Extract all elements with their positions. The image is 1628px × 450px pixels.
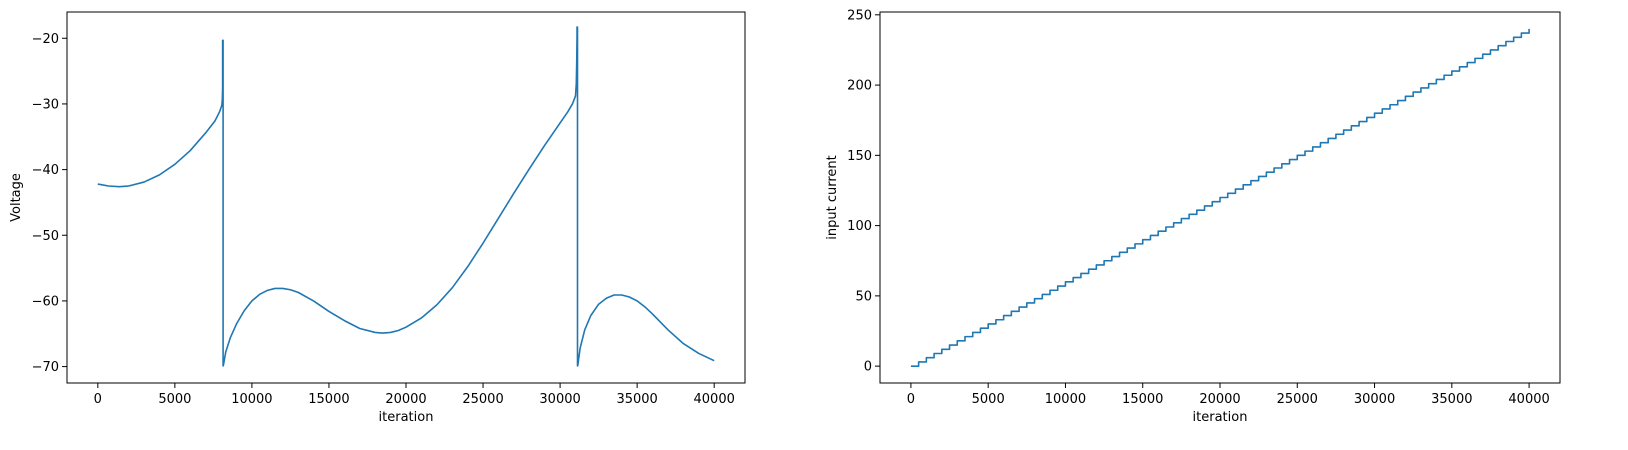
x-axis-label: iteration <box>1193 410 1248 425</box>
y-tick-label: 150 <box>847 149 872 164</box>
series-line <box>97 26 715 367</box>
x-tick-label: 15000 <box>1122 392 1163 407</box>
input-current-chart: 0 5000 10000 15000 20000 25000 30000 35000 40000… <box>825 8 1561 425</box>
x-tick-label: 10000 <box>231 392 272 407</box>
x-tick-label: 10000 <box>1045 392 1086 407</box>
y-tick-label: 0 <box>864 360 872 375</box>
x-tick-label: 40000 <box>1508 392 1549 407</box>
y-tick-label: −20 <box>32 32 59 47</box>
y-tick-label: −70 <box>32 360 59 375</box>
y-tick-label: 250 <box>847 8 872 23</box>
y-tick-label: 100 <box>847 219 872 234</box>
x-axis-label: iteration <box>379 410 434 425</box>
x-tick-label: 5000 <box>972 392 1005 407</box>
series-line <box>910 28 1530 367</box>
y-tick-label: 50 <box>855 289 872 304</box>
x-tick-label: 0 <box>907 392 915 407</box>
x-tick-label: 30000 <box>539 392 580 407</box>
x-tick-label: 35000 <box>1431 392 1472 407</box>
x-tick-label: 20000 <box>1199 392 1240 407</box>
x-tick-label: 25000 <box>462 392 503 407</box>
x-tick-label: 40000 <box>694 392 735 407</box>
y-tick-label: 200 <box>847 79 872 94</box>
x-tick-label: 15000 <box>308 392 349 407</box>
x-tick-label: 20000 <box>385 392 426 407</box>
y-tick-label: −40 <box>32 163 59 178</box>
y-tick-label: −50 <box>32 229 59 244</box>
y-axis-label: Voltage <box>9 173 24 222</box>
x-tick-label: 30000 <box>1354 392 1395 407</box>
y-axis-label: input current <box>825 155 840 239</box>
x-tick-label: 35000 <box>616 392 657 407</box>
x-tick-label: 0 <box>94 392 102 407</box>
x-tick-label: 25000 <box>1277 392 1318 407</box>
y-tick-label: −60 <box>32 294 59 309</box>
y-tick-label: −30 <box>32 97 59 112</box>
x-tick-label: 5000 <box>158 392 191 407</box>
voltage-chart: 0 5000 10000 15000 20000 25000 30000 35000 40000… <box>9 11 746 425</box>
